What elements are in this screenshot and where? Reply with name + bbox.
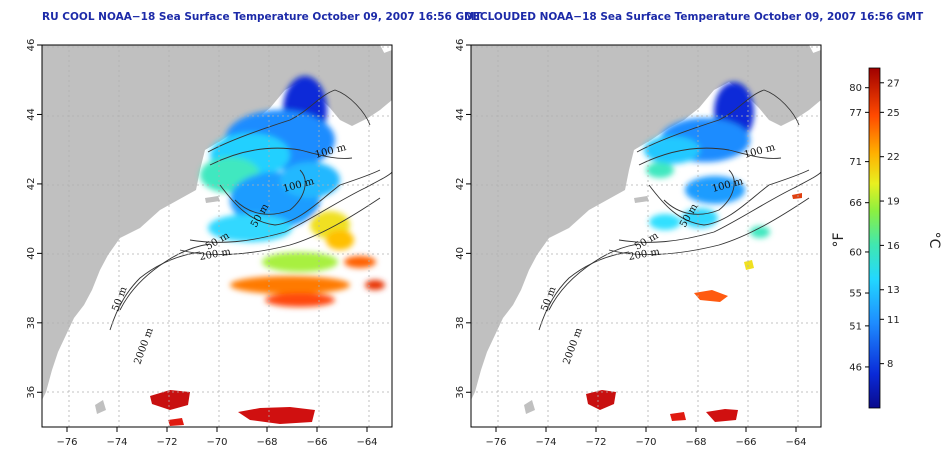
left-x-tick-label: −72 — [156, 437, 177, 448]
colorbar-fahrenheit-tick-label: 60 — [849, 247, 862, 258]
left-axis-ticks: −76 −74 −72 −70 −68 −66 −64 36 38 40 42 44 46 — [26, 39, 378, 448]
left-y-tick-label: 40 — [26, 247, 37, 260]
right-x-tick-label: −70 — [635, 437, 656, 448]
colorbar-celsius-tick-label: 25 — [887, 108, 900, 119]
left-sst-map: 100 m 100 m 50 m 200 m 50 m 2000 m 50 m … — [26, 39, 393, 448]
right-land-mass — [471, 45, 817, 400]
right-y-tick-label: 36 — [455, 386, 466, 399]
right-map-title: DECLOUDED NOAA−18 Sea Surface Temperatur… — [464, 11, 924, 23]
right-sst-patch-south-3 — [670, 412, 686, 421]
colorbar-celsius-tick-label: 8 — [887, 359, 893, 370]
left-x-tick-label: −68 — [256, 437, 277, 448]
colorbar-fahrenheit-tick-label: 51 — [849, 321, 862, 332]
right-sst-patch-south-1 — [586, 390, 616, 410]
right-sst-patch-mid-2 — [744, 260, 754, 270]
left-x-tick-label: −74 — [106, 437, 127, 448]
colorbar-fahrenheit-tick-label: 46 — [849, 362, 862, 373]
colorbar-fahrenheit-tick-label: 66 — [849, 198, 862, 209]
left-y-tick-label: 42 — [26, 178, 37, 191]
left-grid — [42, 45, 392, 427]
temperature-colorbar: 80 77 71 66 60 55 51 46 27 25 22 19 16 13 11 8 °F °C — [831, 67, 942, 409]
celsius-unit-label: °C — [926, 232, 942, 249]
right-x-tick-label: −64 — [785, 437, 806, 448]
right-y-tick-label: 38 — [455, 316, 466, 329]
left-x-tick-label: −64 — [356, 437, 377, 448]
right-x-tick-label: −74 — [535, 437, 556, 448]
left-sst-patch-south-3 — [168, 418, 184, 426]
left-sst-patch-south-1 — [150, 390, 190, 410]
colorbar-celsius-tick-label: 11 — [887, 315, 900, 326]
left-y-tick-label: 44 — [26, 108, 37, 121]
left-island-bermuda — [95, 400, 106, 414]
left-x-tick-label: −76 — [56, 437, 77, 448]
right-island-bermuda — [524, 400, 535, 414]
right-bathymetry-contours — [538, 89, 821, 331]
left-map-title: RU COOL NOAA−18 Sea Surface Temperature … — [42, 11, 482, 23]
right-y-tick-label: 40 — [455, 247, 466, 260]
colorbar-ticks: 80 77 71 66 60 55 51 46 27 25 22 19 16 13 11 8 — [849, 78, 899, 373]
colorbar-gradient — [868, 67, 881, 409]
left-island-nantucket — [205, 196, 220, 203]
right-y-tick-label: 42 — [455, 178, 466, 191]
left-bathymetry-contours — [109, 89, 392, 331]
right-grid — [471, 45, 821, 427]
right-sst-patch-south-2 — [706, 409, 738, 422]
colorbar-fahrenheit-tick-label: 77 — [849, 108, 862, 119]
left-x-tick-label: −70 — [206, 437, 227, 448]
left-x-tick-label: −66 — [306, 437, 327, 448]
colorbar-celsius-tick-label: 13 — [887, 285, 900, 296]
colorbar-celsius-tick-label: 22 — [887, 152, 900, 163]
left-y-tick-label: 38 — [26, 316, 37, 329]
right-x-tick-label: −72 — [585, 437, 606, 448]
left-sst-patch-south-2 — [238, 407, 315, 424]
right-sst-patch-mid-3 — [792, 193, 802, 199]
right-y-tick-label: 46 — [455, 39, 466, 52]
left-land-mass — [42, 45, 388, 400]
right-y-tick-label: 44 — [455, 108, 466, 121]
colorbar-celsius-tick-label: 19 — [887, 197, 900, 208]
right-x-tick-label: −66 — [735, 437, 756, 448]
colorbar-fahrenheit-tick-label: 55 — [849, 289, 862, 300]
left-y-tick-label: 46 — [26, 39, 37, 52]
right-x-tick-label: −76 — [485, 437, 506, 448]
colorbar-celsius-tick-label: 27 — [887, 78, 900, 89]
fahrenheit-unit-label: °F — [831, 232, 847, 247]
right-sst-map: 100 m 100 m 50 m 200 m 50 m 2000 m 50 m … — [455, 39, 822, 448]
right-island-nantucket — [634, 196, 649, 203]
left-y-tick-label: 36 — [26, 386, 37, 399]
colorbar-celsius-tick-label: 16 — [887, 241, 900, 252]
right-x-tick-label: −68 — [685, 437, 706, 448]
right-sst-patch-mid-1 — [694, 290, 728, 302]
colorbar-fahrenheit-tick-label: 80 — [849, 83, 862, 94]
right-axis-ticks: −76 −74 −72 −70 −68 −66 −64 36 38 40 42 44 46 — [455, 39, 807, 448]
colorbar-fahrenheit-tick-label: 71 — [849, 157, 862, 168]
